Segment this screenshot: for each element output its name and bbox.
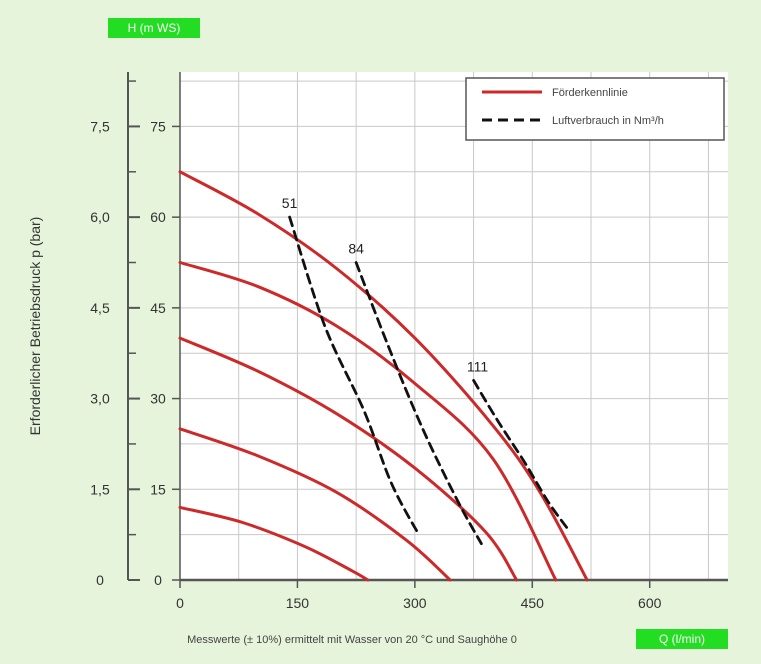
y-tick-label-bar: 1,5 <box>90 481 110 497</box>
series-group <box>178 170 589 582</box>
y-tick-label-mws: 30 <box>150 391 166 407</box>
delivery-curve-3 <box>178 261 558 582</box>
legend: Förderkennlinie Luftverbrauch in Nm³/h <box>465 77 725 141</box>
plot-area <box>180 72 728 580</box>
air-consumption-line-7 <box>472 379 569 530</box>
delivery-curve-4 <box>178 170 589 582</box>
air-consumption-annotation: 111 <box>467 358 488 374</box>
legend-box <box>465 77 725 141</box>
x-tick-label: 300 <box>403 595 427 611</box>
delivery-curve-2 <box>178 336 519 582</box>
y-tick-label-bar: 3,0 <box>90 391 110 407</box>
x-tick-label: 0 <box>176 595 184 611</box>
annotations: 51 84 111 <box>282 195 489 374</box>
y-tick-label-mws: 45 <box>150 300 166 316</box>
air-consumption-annotation: 51 <box>282 195 298 211</box>
y-tick-label-bar: 4,5 <box>90 300 110 316</box>
delivery-curve-0 <box>178 505 370 582</box>
y-tick-label-mws: 15 <box>150 481 166 497</box>
x-tick-label: 600 <box>638 595 662 611</box>
y-tick-label-bar: 7,5 <box>90 118 110 134</box>
y-tick-label-bar: 0 <box>96 572 104 588</box>
y-tick-label-mws: 75 <box>150 118 166 134</box>
flow-unit-badge: Q (l/min) <box>636 629 728 649</box>
y-axis-label: Erforderlicher Betriebsdruck p (bar) <box>27 217 43 436</box>
air-consumption-line-5 <box>288 215 421 536</box>
delivery-curve-1 <box>178 427 452 582</box>
y-tick-label-mws: 0 <box>154 572 162 588</box>
air-consumption-annotation: 84 <box>348 240 364 256</box>
x-tick-label: 150 <box>286 595 310 611</box>
y-tick-label-mws: 60 <box>150 209 166 225</box>
head-unit-badge: H (m WS) <box>108 18 200 38</box>
air-consumption-line-6 <box>354 261 483 546</box>
legend-label-0: Förderkennlinie <box>552 87 628 99</box>
y-tick-label-bar: 6,0 <box>90 209 110 225</box>
x-axis-label: Messwerte (± 10%) ermittelt mit Wasser v… <box>187 634 517 646</box>
x-tick-label: 450 <box>521 595 545 611</box>
legend-label-1: Luftverbrauch in Nm³/h <box>552 115 664 127</box>
grid <box>180 72 728 580</box>
